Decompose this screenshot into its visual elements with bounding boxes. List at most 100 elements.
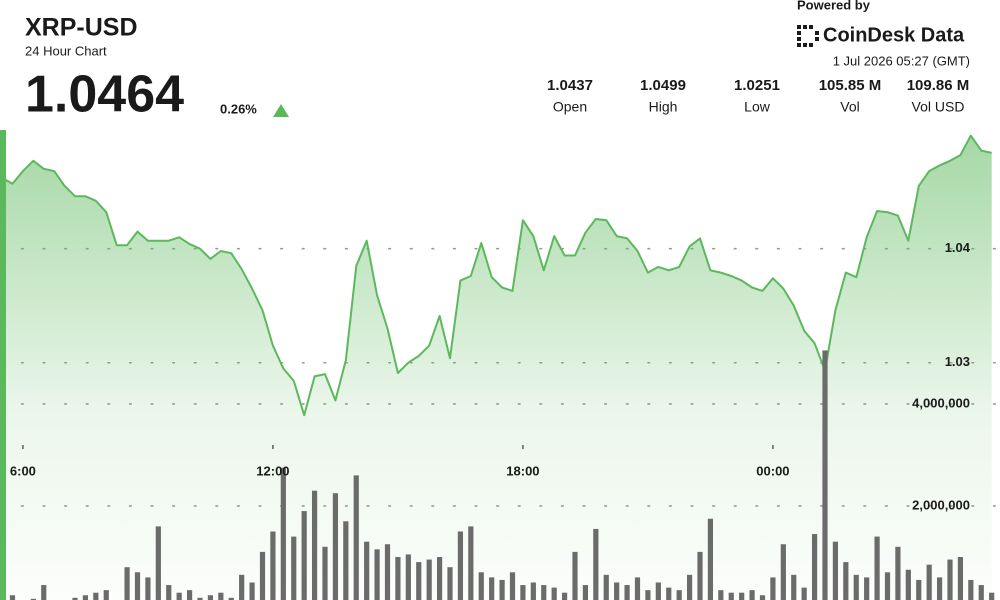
volume-bar (759, 595, 766, 600)
volume-bar (374, 549, 380, 600)
volume-tick-label: 2,000,000 (912, 497, 970, 512)
volume-bar (478, 572, 484, 600)
volume-bar (82, 595, 89, 600)
volume-tick-label: 4,000,000 (912, 395, 970, 410)
volume-bar (916, 579, 922, 600)
price-layer (1, 134, 992, 600)
volume-bar (332, 493, 339, 600)
volume-bar (499, 579, 505, 600)
volume-bar (426, 559, 432, 600)
left-accent (0, 130, 6, 600)
stat-value: 1.0251 (734, 77, 780, 94)
volume-bar (676, 590, 682, 600)
volume-bar (541, 585, 547, 600)
volume-bar (30, 598, 36, 600)
volume-bar (145, 577, 151, 600)
volume-bar (843, 562, 849, 600)
volume-bar (218, 592, 224, 600)
volume-bar (468, 526, 474, 600)
change: 0.26% (220, 101, 257, 116)
volume-bar (134, 572, 141, 600)
volume-bar (353, 475, 359, 600)
volume-bar (697, 551, 703, 600)
volume-bar (603, 574, 609, 600)
volume-bar (311, 490, 318, 600)
stat-label: Low (744, 99, 771, 115)
volume-bar (822, 350, 828, 600)
volume-bar (968, 579, 974, 600)
brand: CoinDesk Data (823, 24, 965, 46)
volume-bar (166, 585, 172, 600)
volume-bar (645, 590, 651, 600)
volume-bar (343, 521, 349, 600)
plot-area: 1.03 1.04 6:00 12:00 18:00 00:00 2,000,000 4,00… (0, 134, 1000, 600)
volume-bar (707, 518, 714, 600)
volume-bar (926, 564, 932, 600)
stat-label: Open (553, 99, 587, 115)
volume-bar (905, 569, 911, 600)
volume-bar (249, 582, 255, 600)
volume-bar (530, 582, 536, 600)
stat-value: 109.86 M (907, 77, 970, 94)
volume-bar (447, 567, 453, 600)
volume-bar (686, 574, 693, 600)
volume-bar (572, 551, 578, 600)
volume-bar (655, 582, 661, 600)
volume-bar (41, 585, 47, 600)
volume-bar (749, 590, 755, 600)
volume-bar (228, 597, 234, 600)
volume-bar (770, 577, 776, 600)
stat-label: High (649, 99, 678, 115)
volume-bar (291, 536, 297, 600)
stat-value: 1.0437 (547, 77, 593, 94)
volume-bar (322, 546, 328, 600)
subtitle: 24 Hour Chart (25, 43, 107, 58)
volume-bar (395, 556, 401, 600)
volume-bar (853, 574, 859, 600)
x-tick-label: 12:00 (256, 463, 289, 478)
axis-labels: 1.03 1.04 6:00 12:00 18:00 00:00 2,000,000 4,00… (10, 240, 971, 512)
volume-bar (509, 572, 516, 600)
volume-bar (666, 587, 672, 600)
price-tick-label: 1.03 (945, 354, 970, 369)
volume-layer (9, 350, 995, 600)
volume-bar (155, 526, 161, 600)
volume-bar (270, 531, 276, 600)
volume-bar (489, 577, 495, 600)
x-tick-label: 18:00 (506, 463, 539, 478)
volume-bar (207, 595, 214, 600)
volume-bar (989, 592, 995, 600)
volume-bar (416, 562, 422, 600)
volume-bar (634, 577, 641, 600)
powered-by: Powered by (797, 0, 871, 12)
volume-bar (780, 544, 786, 600)
volume-bar (176, 592, 182, 600)
volume-bar (72, 597, 78, 600)
volume-bar (124, 567, 130, 600)
price-tick-label: 1.04 (945, 240, 971, 255)
volume-bar (832, 541, 839, 600)
volume-bar (624, 585, 630, 600)
volume-bar (718, 590, 724, 600)
volume-bar (582, 585, 589, 600)
volume-bar (728, 592, 734, 600)
volume-bar (103, 590, 109, 600)
volume-bar (301, 511, 307, 600)
volume-bar (551, 587, 557, 600)
stat-label: Vol (840, 99, 859, 115)
volume-bar (197, 597, 203, 600)
stat-label: Vol USD (912, 99, 965, 115)
brand-logo (797, 25, 819, 47)
volume-bar (384, 544, 391, 600)
volume-bar (561, 592, 568, 600)
volume-bar (978, 585, 984, 600)
volume-bar (259, 551, 266, 600)
volume-bar (739, 592, 745, 600)
volume-bar (874, 536, 880, 600)
volume-bar (801, 587, 807, 600)
volume-bar (436, 556, 443, 600)
volume-bar (957, 556, 964, 600)
x-tick-label: 6:00 (10, 463, 36, 478)
x-tick-label: 00:00 (756, 463, 789, 478)
